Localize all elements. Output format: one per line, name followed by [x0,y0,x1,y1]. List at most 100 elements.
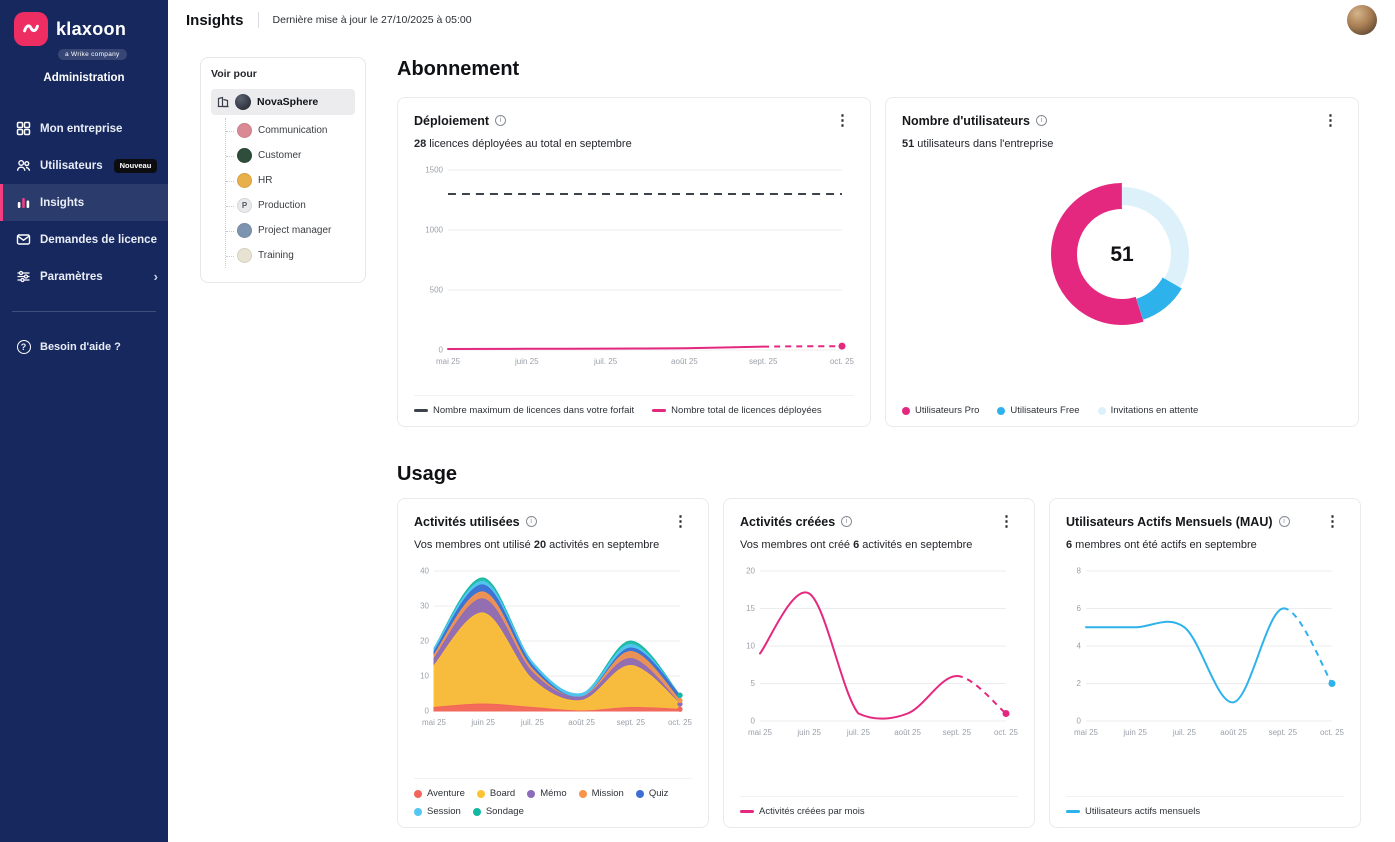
sidebar-item-parametres[interactable]: Paramètres [0,258,168,295]
team-avatar [237,223,252,238]
legend-swatch-icon [740,810,754,813]
svg-text:30: 30 [420,602,429,611]
svg-text:51: 51 [1110,243,1134,266]
legend-swatch-icon [1066,810,1080,813]
sidebar-item-mon-entreprise[interactable]: Mon entreprise [0,110,168,147]
team-item-label: Communication [258,125,328,136]
sidebar-item-demandes-de-licence[interactable]: Demandes de licence [0,221,168,258]
chevron-right-icon [154,269,158,284]
sidebar-item-label: Utilisateurs [40,159,103,172]
team-item-label: Training [258,250,294,261]
legend-item: Mission [578,788,624,799]
legend-label: Invitations en attente [1110,405,1199,416]
info-icon[interactable] [525,516,537,527]
svg-text:1000: 1000 [425,226,443,235]
card-title: Activités créées [740,514,836,529]
users-donut-chart: 51 [1051,183,1189,325]
sidebar-item-utilisateurs[interactable]: Utilisateurs Nouveau [0,147,168,184]
section-title-usage: Usage [397,463,458,485]
section-title-abonnement: Abonnement [397,58,520,80]
svg-text:août 25: août 25 [568,718,595,727]
legend-label: Utilisateurs actifs mensuels [1085,806,1201,817]
activities-created-card: Activités créées Vos membres ont créé 6 … [723,498,1035,828]
legend-swatch-icon [578,789,587,798]
users-legend: Utilisateurs Pro Utilisateurs Free Invitat… [902,405,1342,416]
sidebar-item-insights[interactable]: Insights [0,184,168,221]
legend-swatch-icon [414,409,428,412]
grid-icon [16,121,31,136]
legend-item: Utilisateurs Free [997,405,1080,416]
team-tree-item[interactable]: Project manager [226,218,355,243]
logo-text: klaxoon [56,18,127,39]
legend-swatch-icon [902,406,910,415]
svg-text:0: 0 [439,346,444,355]
deployment-chart: 0 500 1000 1500 mai 25 juin 25 juil. 25 août 25… [425,166,854,367]
svg-text:août 25: août 25 [671,357,698,366]
svg-text:mai 25: mai 25 [748,728,773,737]
svg-text:8: 8 [1077,567,1082,576]
mau-legend: Utilisateurs actifs mensuels [1066,796,1344,817]
legend-item: Invitations en attente [1097,405,1199,416]
team-tree-children: Communication Customer HR P Production Projec… [225,118,355,268]
legend-label: Session [427,806,461,817]
logo[interactable]: klaxoon [0,0,168,46]
team-tree-root[interactable]: NovaSphere [211,89,355,115]
legend-item: Board [476,788,516,799]
team-item-label: Project manager [258,225,332,236]
kebab-menu-icon[interactable] [995,512,1018,531]
svg-text:oct. 25: oct. 25 [830,357,854,366]
team-item-label: HR [258,175,273,186]
legend-item: Nombre total de licences déployées [652,405,822,416]
legend-item: Quiz [635,788,669,799]
kebab-menu-icon[interactable] [831,111,854,130]
kebab-menu-icon[interactable] [1319,111,1342,130]
svg-text:mai 25: mai 25 [1074,728,1099,737]
svg-text:40: 40 [420,567,429,576]
activities-used-legend: Aventure Board Mémo Mission Quiz Session Sonda… [414,778,692,817]
legend-label: Utilisateurs Free [1010,405,1080,416]
users-icon [16,158,31,173]
svg-text:oct. 25: oct. 25 [994,728,1018,737]
legend-label: Board [489,788,516,799]
svg-text:20: 20 [746,567,755,576]
team-avatar [237,248,252,263]
kebab-menu-icon[interactable] [669,512,692,531]
user-avatar[interactable] [1347,5,1377,35]
svg-text:juin 25: juin 25 [470,718,495,727]
sidebar-menu: Mon entreprise Utilisateurs Nouveau Insi… [0,110,168,365]
info-icon[interactable] [1036,115,1047,126]
help-label: Besoin d'aide ? [40,340,121,353]
team-root-label: NovaSphere [257,96,319,108]
activities-created-chart: 0 5 10 15 20 mai 25 juin 25 juil. 25 août 25 sept… [746,567,1018,738]
svg-text:15: 15 [746,604,755,613]
team-tree-item[interactable]: Training [226,243,355,268]
subscription-cards-row: Déploiement 28 licences déployées au tot… [397,97,1359,427]
sidebar-item-help[interactable]: Besoin d'aide ? [0,328,168,365]
team-tree-item[interactable]: HR [226,168,355,193]
legend-label: Mission [591,788,624,799]
team-tree-item[interactable]: Customer [226,143,355,168]
team-item-label: Customer [258,150,302,161]
svg-text:5: 5 [751,679,756,688]
legend-swatch-icon [527,789,536,798]
activities-created-legend: Activités créées par mois [740,796,1018,817]
info-icon[interactable] [495,115,507,126]
svg-text:1500: 1500 [425,166,443,175]
sidebar-item-label: Insights [40,196,85,209]
svg-text:20: 20 [420,637,429,646]
team-tree-item[interactable]: P Production [226,193,355,218]
legend-swatch-icon [414,789,422,798]
legend-label: Quiz [648,788,669,799]
team-tree-item[interactable]: Communication [226,118,355,143]
help-icon [16,339,31,354]
admin-section-label: Administration [43,72,125,84]
info-icon[interactable] [841,516,853,527]
team-avatar [237,123,252,138]
legend-item: Utilisateurs Pro [902,405,979,416]
svg-text:10: 10 [420,672,429,681]
info-icon[interactable] [1278,516,1290,527]
kebab-menu-icon[interactable] [1321,512,1344,531]
legend-label: Activités créées par mois [759,806,865,817]
svg-text:4: 4 [1077,642,1082,651]
legend-swatch-icon [414,807,422,816]
